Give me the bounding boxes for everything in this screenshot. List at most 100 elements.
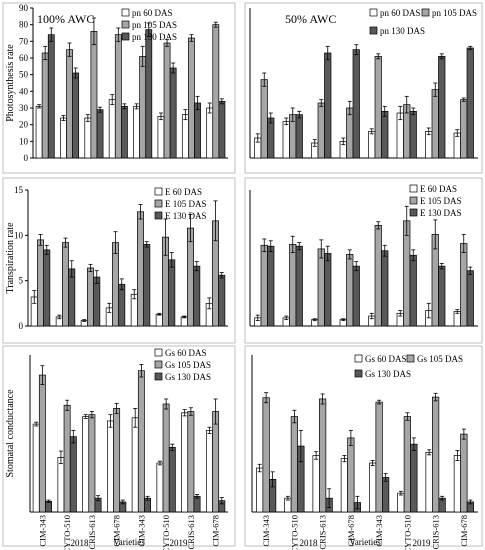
bar xyxy=(403,220,411,327)
legend-item: pn 60 DAS xyxy=(121,8,173,18)
y-tick-label: 20 xyxy=(19,120,29,130)
legend-label: pn 130 DAS xyxy=(380,26,425,36)
bar xyxy=(256,467,264,513)
panel-frame xyxy=(244,2,483,174)
legend-item: pn 130 DAS xyxy=(121,32,177,42)
bar xyxy=(425,130,433,159)
legend-label: Gs 60 DAS xyxy=(365,354,407,364)
legend-label: E 105 DAS xyxy=(165,199,207,209)
bar xyxy=(118,283,126,327)
bar xyxy=(194,102,201,159)
bar xyxy=(431,89,439,159)
x-category-label: CRIS-613 xyxy=(186,515,196,549)
bar xyxy=(35,105,43,159)
legend-swatch xyxy=(409,196,418,205)
bar xyxy=(193,495,201,513)
bar xyxy=(352,49,360,159)
bar xyxy=(352,265,360,327)
bar xyxy=(374,55,382,159)
bar xyxy=(38,374,46,513)
bar xyxy=(282,120,290,159)
legend-swatch xyxy=(121,32,130,41)
bar xyxy=(137,370,145,513)
bar xyxy=(375,401,383,513)
bar xyxy=(432,396,440,513)
legend-label: E 60 DAS xyxy=(420,184,457,194)
bar xyxy=(187,411,195,513)
x-category-label: CRIS-613 xyxy=(87,515,97,549)
legend-swatch xyxy=(421,8,430,17)
bar xyxy=(324,52,332,159)
bar xyxy=(168,259,176,327)
bar xyxy=(90,30,98,159)
chart-panel-A: 0 10 20 30 40 50 60 70 80 90 Photosynthesis rate 10… xyxy=(2,2,236,174)
chart-panel-E: Stomatal conductance CIM-343 CYTO-510 CRIS-… xyxy=(2,345,236,550)
y-tick-label: 5 xyxy=(19,276,24,286)
bar xyxy=(206,107,214,159)
legend-label: Gs 130 DAS xyxy=(165,372,211,382)
legend-label: E 105 DAS xyxy=(420,196,462,206)
legend-label: E 130 DAS xyxy=(420,208,462,218)
panel-frame xyxy=(2,2,236,174)
bar xyxy=(324,253,332,327)
x-category-label: CIM-678 xyxy=(346,515,356,547)
bar xyxy=(289,244,297,327)
bar xyxy=(69,436,77,513)
x-category-label: CYTO-510 xyxy=(289,515,299,550)
bar xyxy=(425,451,433,513)
bar xyxy=(317,248,325,327)
y-tick-label: 10 xyxy=(14,230,24,240)
y-axis-label: Stomatal conductance xyxy=(5,389,16,478)
bar xyxy=(290,416,298,513)
legend-swatch xyxy=(409,208,418,217)
bar xyxy=(68,268,76,327)
legend-label: Gs 105 DAS xyxy=(165,360,211,370)
bar xyxy=(466,47,474,159)
bar xyxy=(181,114,189,159)
bar xyxy=(319,398,327,513)
bar xyxy=(317,102,325,159)
legend-item: E 105 DAS xyxy=(154,199,207,209)
bar xyxy=(112,242,119,327)
bar xyxy=(346,107,354,159)
bar xyxy=(84,117,92,159)
bar xyxy=(87,267,94,327)
legend-item: E 130 DAS xyxy=(154,211,207,221)
bar xyxy=(218,100,226,159)
bar xyxy=(72,72,80,159)
bar xyxy=(460,243,468,327)
legend-label: pn 105 DAS xyxy=(432,8,477,18)
legend-swatch xyxy=(121,8,130,17)
x-category-label: CIM-343 xyxy=(37,515,47,547)
bar xyxy=(397,492,405,513)
bar xyxy=(168,446,176,513)
bar xyxy=(187,227,194,327)
y-axis-label: Transpiration rate xyxy=(5,222,16,294)
bar xyxy=(41,52,49,159)
bar xyxy=(37,239,44,327)
bar xyxy=(157,115,165,159)
legend-swatch xyxy=(369,26,378,35)
bar xyxy=(156,462,164,513)
legend-item: pn 130 DAS xyxy=(369,26,425,36)
legend-label: pn 105 DAS xyxy=(132,20,177,30)
bar xyxy=(260,244,268,327)
bar xyxy=(368,130,376,159)
x-category-label: CIM-343 xyxy=(261,515,271,547)
y-tick-label: 60 xyxy=(19,53,29,63)
bar xyxy=(460,99,468,159)
year-label: 2019 xyxy=(170,538,189,548)
legend-item: pn 105 DAS xyxy=(121,20,177,30)
legend-item: Gs 105 DAS xyxy=(154,360,211,370)
legend-label: Gs 105 DAS xyxy=(417,354,463,364)
y-axis-label: Photosynthesis rate xyxy=(5,44,16,122)
bar xyxy=(47,34,55,159)
bar xyxy=(438,55,446,159)
legend-swatch xyxy=(154,187,163,196)
bar xyxy=(139,55,147,159)
bar xyxy=(381,250,389,327)
legend-item: pn 60 DAS xyxy=(369,8,421,18)
bar xyxy=(43,249,51,327)
chart-panel-B: 50% AWC pn 60 DAS pn 105 DAS pn 130 DAS xyxy=(244,2,483,174)
